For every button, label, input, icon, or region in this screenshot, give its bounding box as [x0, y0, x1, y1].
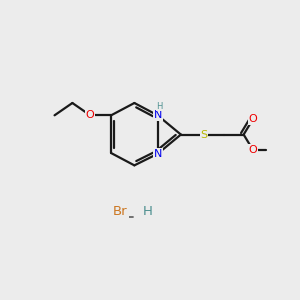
Text: N: N [153, 149, 162, 159]
Text: O: O [249, 145, 257, 155]
Text: O: O [86, 110, 94, 120]
Text: S: S [201, 130, 208, 140]
Text: N: N [153, 110, 162, 120]
Text: H: H [156, 102, 163, 111]
Text: Br: Br [113, 205, 128, 218]
Text: H: H [142, 205, 152, 218]
Text: O: O [249, 114, 257, 124]
